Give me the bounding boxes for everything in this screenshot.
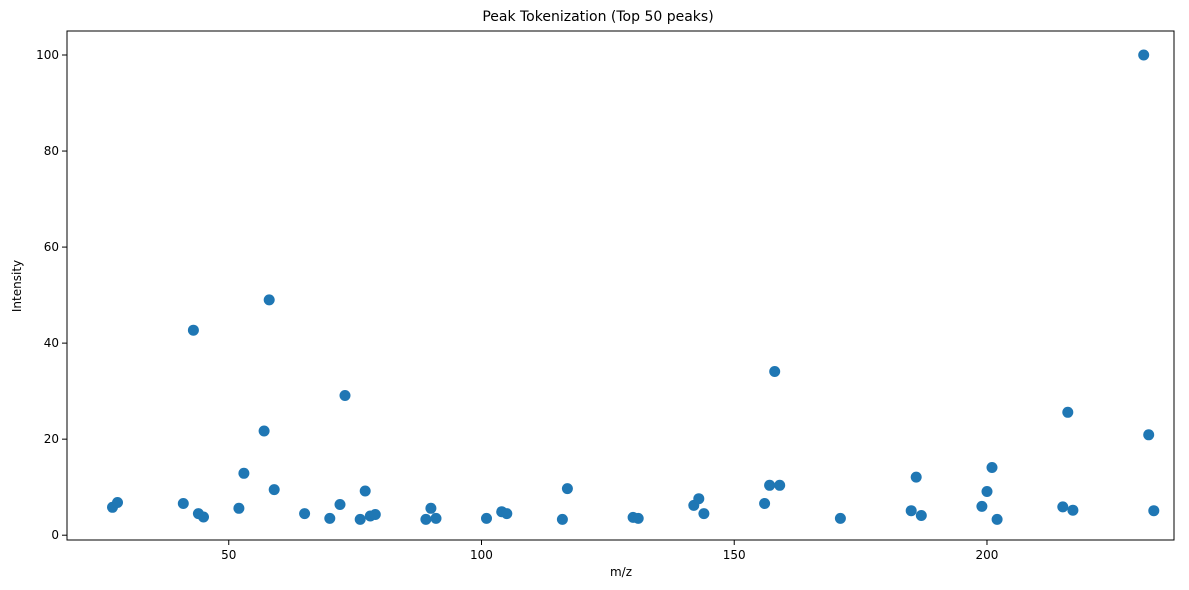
data-point-0-22: [481, 512, 492, 524]
data-point-0-10: [268, 484, 280, 496]
data-point-0-19: [420, 513, 432, 525]
y-tick-label-4: 80: [44, 144, 59, 158]
data-point-0-34: [769, 366, 781, 377]
y-tick-label-1: 20: [44, 432, 59, 446]
data-point-0-41: [981, 486, 993, 497]
data-point-0-13: [334, 499, 346, 510]
x-tick-label-3: 200: [976, 548, 999, 562]
data-point-0-48: [1143, 429, 1155, 441]
x-axis-ticks: 50 100 150 200: [221, 540, 998, 562]
axes-frame: [66, 30, 1175, 541]
data-point-0-9: [263, 294, 275, 306]
data-point-0-15: [354, 513, 366, 525]
data-point-0-47: [1138, 49, 1150, 61]
data-point-0-24: [501, 508, 513, 520]
y-axis-ticks: 0 20 40 60 80 100: [36, 48, 67, 542]
data-point-0-32: [759, 498, 771, 509]
data-point-0-49: [1148, 505, 1160, 517]
x-tick-label-1: 100: [470, 548, 493, 562]
y-axis-label: Intensity: [10, 260, 24, 312]
data-point-0-42: [986, 462, 998, 473]
data-point-0-14: [339, 390, 351, 401]
data-point-0-45: [1062, 406, 1074, 418]
y-tick-label-0: 0: [51, 528, 59, 542]
x-tick-label-2: 150: [723, 548, 746, 562]
y-tick-label-5: 100: [36, 48, 59, 62]
data-point-0-26: [561, 483, 573, 495]
data-point-0-44: [1057, 501, 1069, 513]
data-point-0-16: [359, 485, 371, 497]
data-point-0-3: [187, 324, 199, 336]
x-tick-label-0: 50: [221, 548, 236, 562]
chart-title: Peak Tokenization (Top 50 peaks): [482, 9, 713, 25]
data-point-0-12: [324, 512, 336, 524]
data-point-0-20: [425, 502, 437, 514]
y-tick-label-2: 40: [44, 336, 59, 350]
data-point-0-11: [299, 508, 311, 520]
data-point-0-38: [910, 471, 922, 483]
data-point-0-36: [834, 512, 846, 524]
data-point-0-8: [258, 425, 270, 437]
data-point-0-7: [238, 467, 250, 479]
data-point-0-40: [976, 500, 988, 512]
data-point-0-28: [632, 512, 644, 524]
data-point-0-31: [698, 508, 710, 520]
data-point-0-21: [430, 512, 442, 524]
data-point-0-25: [556, 513, 568, 525]
data-point-0-43: [991, 513, 1003, 525]
data-point-0-6: [233, 502, 245, 514]
data-point-0-46: [1067, 504, 1079, 516]
data-point-0-30: [693, 493, 705, 505]
data-point-0-1: [112, 497, 123, 508]
data-point-0-18: [369, 509, 381, 520]
data-point-0-2: [177, 498, 189, 509]
data-point-0-39: [915, 510, 927, 521]
x-axis-label: m/z: [610, 565, 632, 579]
plot-area: [107, 49, 1160, 525]
data-point-0-35: [774, 479, 786, 491]
data-point-0-5: [198, 511, 209, 523]
data-point-0-37: [905, 505, 917, 517]
y-tick-label-3: 60: [44, 240, 59, 254]
data-point-0-33: [764, 479, 776, 491]
